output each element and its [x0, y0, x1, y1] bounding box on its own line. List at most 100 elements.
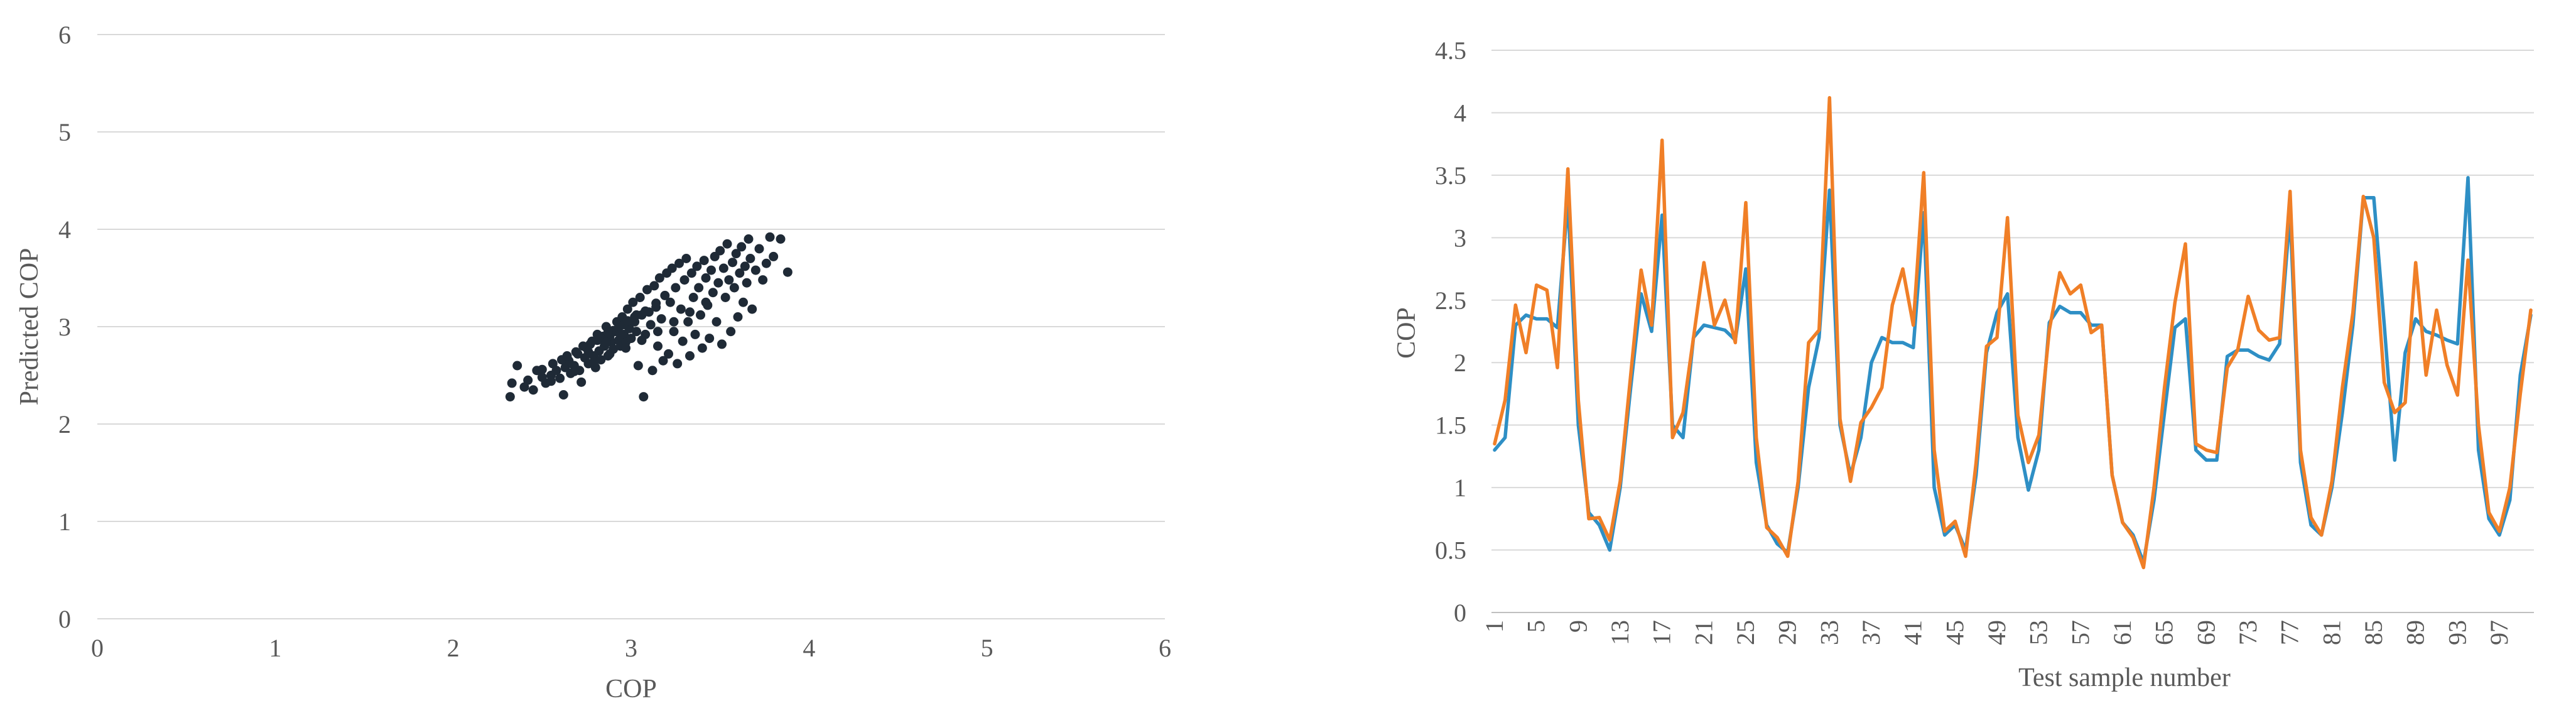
scatter-point: [718, 263, 728, 273]
scatter-point: [523, 375, 533, 385]
scatter-point: [622, 316, 632, 326]
scatter-y-tick-label: 2: [58, 410, 71, 438]
scatter-point: [658, 356, 668, 366]
scatter-point: [697, 343, 707, 353]
line-chart: 0 0.5 1 1.5 2 2.5 3 3.5 4 4.5 1 5 9 13 17 21 25 29 33 37 41…: [1392, 36, 2534, 692]
scatter-point: [745, 254, 755, 263]
scatter-point: [712, 317, 722, 327]
scatter-point: [776, 234, 786, 244]
scatter-point: [628, 297, 638, 307]
scatter-point: [671, 283, 681, 293]
line-y-axis-title: COP: [1392, 307, 1421, 359]
line-x-tick-label: 77: [2276, 620, 2304, 645]
scatter-point: [639, 392, 649, 402]
line-x-tick-label: 5: [1522, 620, 1550, 633]
scatter-point: [646, 320, 656, 330]
scatter-point: [642, 285, 652, 295]
scatter-points: [505, 232, 793, 402]
scatter-x-tick-label: 3: [625, 634, 637, 662]
line-y-tick-label: 3: [1454, 224, 1466, 252]
line-x-tick-label: 97: [2485, 620, 2513, 645]
scatter-point: [688, 293, 698, 302]
scatter-point: [713, 278, 723, 288]
scatter-y-tick-label: 0: [58, 605, 71, 633]
scatter-point: [683, 317, 693, 327]
scatter-point: [715, 246, 725, 256]
line-series-1: [1493, 176, 2533, 565]
scatter-point: [592, 335, 602, 346]
scatter-point: [761, 258, 771, 268]
scatter-point: [585, 339, 595, 349]
scatter-y-tick-labels: 0 1 2 3 4 5 6: [58, 21, 71, 633]
line-y-tick-label: 1: [1454, 474, 1466, 502]
line-x-tick-label: 1: [1480, 620, 1508, 633]
line-y-tick-label: 3.5: [1435, 161, 1466, 190]
scatter-point: [653, 327, 663, 337]
scatter-point: [685, 307, 695, 317]
scatter-point: [528, 385, 538, 395]
scatter-point: [747, 304, 757, 314]
line-x-tick-label: 57: [2066, 620, 2094, 645]
scatter-point: [765, 232, 775, 242]
scatter-point: [558, 390, 568, 400]
scatter-point: [699, 256, 709, 266]
line-x-tick-label: 89: [2401, 620, 2430, 645]
scatter-y-tick-label: 5: [58, 118, 71, 146]
scatter-x-tick-label: 5: [981, 634, 993, 662]
scatter-point: [769, 251, 779, 261]
scatter-x-tick-label: 4: [803, 634, 815, 662]
scatter-point: [720, 293, 730, 302]
scatter-point: [701, 273, 711, 283]
scatter-point: [626, 334, 636, 344]
line-x-tick-label: 45: [1940, 620, 1969, 645]
scatter-point: [505, 392, 515, 402]
line-y-tick-label: 4.5: [1435, 36, 1466, 65]
scatter-point: [583, 347, 593, 357]
scatter-y-tick-label: 3: [58, 313, 71, 341]
scatter-y-tick-label: 4: [58, 215, 71, 244]
scatter-point: [782, 267, 793, 277]
scatter-point: [728, 258, 737, 268]
line-x-tick-label: 33: [1815, 620, 1843, 645]
line-x-tick-label: 85: [2359, 620, 2388, 645]
scatter-point: [667, 263, 677, 273]
scatter-point: [601, 337, 611, 347]
scatter-point: [696, 310, 705, 320]
scatter-point: [733, 312, 743, 322]
scatter-point: [512, 361, 522, 371]
scatter-point: [605, 349, 615, 359]
scatter-point: [729, 283, 739, 293]
scatter-x-tick-label: 2: [447, 634, 460, 662]
scatter-point: [641, 306, 651, 316]
scatter-point: [694, 283, 704, 293]
scatter-point: [758, 275, 768, 285]
scatter-x-tick-label: 1: [269, 634, 281, 662]
line-y-tick-label: 1.5: [1435, 411, 1466, 440]
scatter-point: [653, 341, 663, 351]
scatter-point: [551, 366, 561, 376]
scatter-point: [690, 329, 700, 339]
scatter-point: [701, 297, 711, 307]
scatter-point: [717, 339, 727, 349]
scatter-point: [706, 265, 716, 275]
scatter-point: [621, 343, 630, 353]
line-y-tick-label: 2: [1454, 349, 1466, 377]
scatter-y-tick-label: 6: [58, 21, 71, 49]
line-x-tick-label: 61: [2108, 620, 2136, 645]
scatter-point: [589, 357, 598, 367]
scatter-point: [656, 314, 666, 324]
scatter-point: [664, 349, 673, 359]
scatter-point: [633, 361, 643, 371]
scatter-point: [678, 336, 688, 346]
scatter-point: [686, 268, 696, 278]
line-x-tick-label: 25: [1731, 620, 1760, 645]
scatter-point: [576, 377, 587, 387]
scatter-point: [735, 268, 745, 278]
scatter-point: [681, 254, 691, 263]
scatter-point: [596, 355, 606, 365]
scatter-x-tick-label: 6: [1159, 634, 1171, 662]
line-series: [1493, 95, 2533, 570]
line-x-tick-label: 21: [1689, 620, 1718, 645]
line-x-tick-label: 17: [1648, 620, 1676, 645]
scatter-point: [692, 261, 702, 271]
